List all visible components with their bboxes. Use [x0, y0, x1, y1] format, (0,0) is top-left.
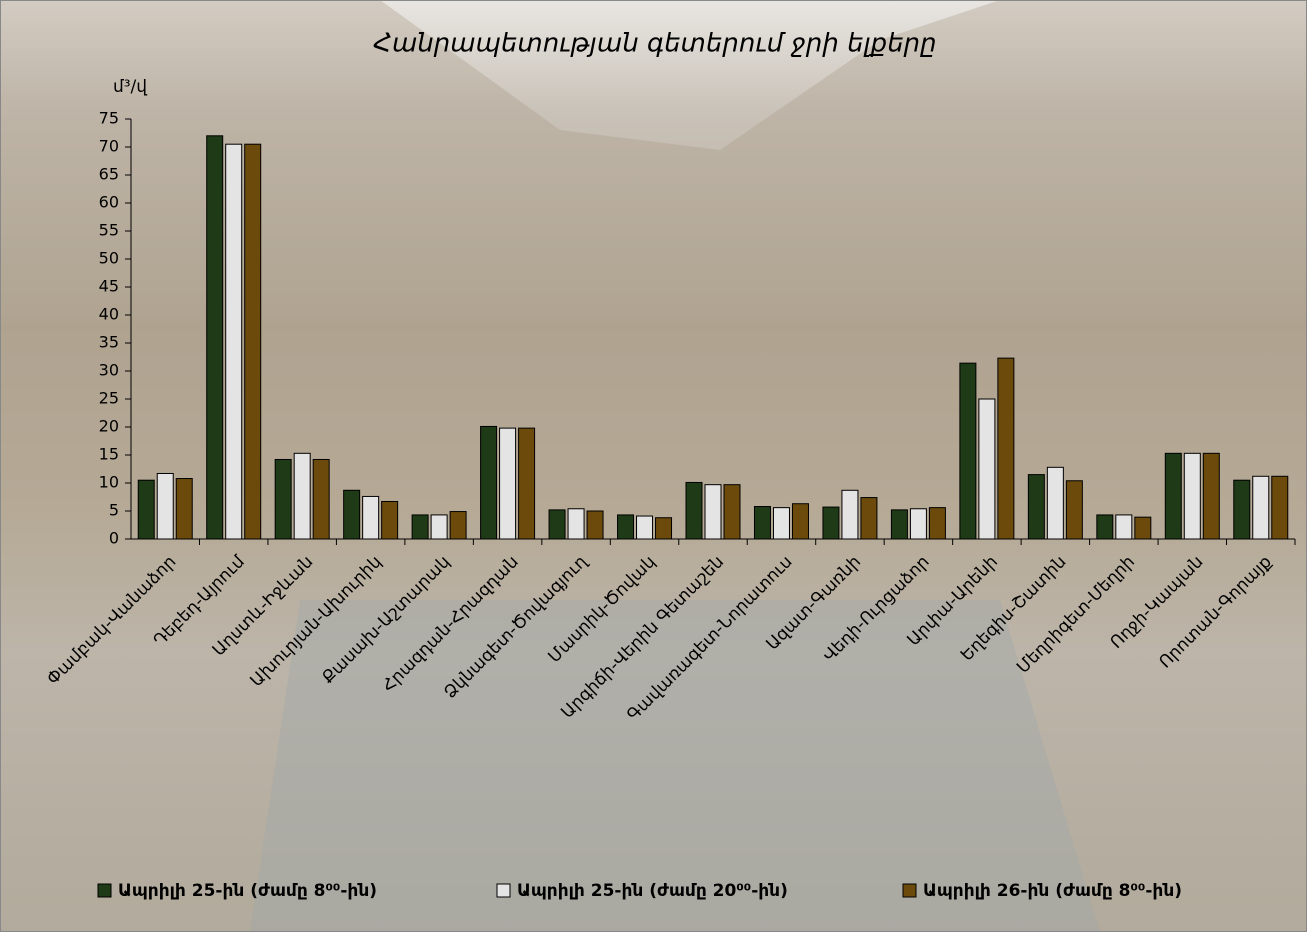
legend-swatch: [902, 883, 917, 898]
bar: [274, 458, 292, 540]
y-tick-label: 20: [99, 417, 119, 436]
bar: [1164, 452, 1182, 540]
legend-label: Ապրիլի 25-ին (ժամը 20⁰⁰-ին): [517, 881, 788, 901]
y-axis-label: մ³/վ: [113, 77, 147, 97]
bar: [480, 425, 498, 540]
bar: [636, 515, 654, 540]
bar: [156, 472, 174, 540]
bar: [909, 508, 927, 540]
bar: [1065, 480, 1083, 540]
bar: [244, 143, 262, 540]
y-tick-label: 45: [99, 277, 119, 296]
bar: [753, 506, 771, 540]
bar: [1252, 475, 1270, 540]
river: [250, 600, 1100, 932]
bar: [928, 507, 946, 540]
bar: [1202, 452, 1220, 540]
y-tick-label: 25: [99, 389, 119, 408]
bar: [1271, 475, 1289, 540]
y-tick-label: 40: [99, 305, 119, 324]
bar: [617, 514, 635, 540]
bar: [978, 398, 996, 540]
bar: [567, 508, 585, 540]
bar: [137, 479, 155, 540]
bar: [772, 507, 790, 540]
y-tick-label: 60: [99, 193, 119, 212]
legend-swatch: [496, 883, 511, 898]
bar: [206, 135, 224, 540]
bar: [704, 484, 722, 540]
y-tick-label: 10: [99, 473, 119, 492]
y-tick-label: 65: [99, 165, 119, 184]
legend-label: Ապրիլի 25-ին (ժամը 8⁰⁰-ին): [118, 881, 377, 901]
bar: [1046, 466, 1064, 540]
bar: [293, 452, 311, 540]
chart-title: Հանրապետության գետերում ջրի ելքերը: [373, 29, 936, 59]
bar: [586, 510, 604, 540]
y-tick-label: 55: [99, 221, 119, 240]
bar: [1183, 452, 1201, 540]
y-tick-label: 35: [99, 333, 119, 352]
bar: [841, 489, 859, 540]
bar: [449, 511, 467, 540]
legend-swatch: [97, 883, 112, 898]
bar: [655, 517, 673, 540]
y-tick-label: 50: [99, 249, 119, 268]
bar: [997, 357, 1015, 540]
y-tick-label: 30: [99, 361, 119, 380]
y-tick-label: 70: [99, 137, 119, 156]
bar: [1134, 516, 1152, 540]
legend-label: Ապրիլի 26-ին (ժամը 8⁰⁰-ին): [923, 881, 1182, 901]
bar: [1027, 474, 1045, 540]
bar: [1115, 514, 1133, 540]
bar: [860, 497, 878, 540]
y-tick-label: 75: [99, 109, 119, 128]
bar: [225, 143, 243, 540]
bar: [1233, 479, 1251, 540]
bar: [791, 503, 809, 540]
bar: [548, 509, 566, 540]
bar: [890, 509, 908, 540]
bar: [411, 514, 429, 540]
bar: [312, 458, 330, 540]
bar: [1096, 514, 1114, 540]
bar: [822, 506, 840, 540]
bar: [685, 481, 703, 540]
y-tick-label: 0: [109, 529, 119, 548]
bar: [430, 514, 448, 540]
bar: [175, 478, 193, 540]
bar: [362, 495, 380, 540]
bar: [343, 489, 361, 540]
bar: [499, 427, 517, 540]
bar: [518, 427, 536, 540]
bar: [723, 484, 741, 540]
y-tick-label: 15: [99, 445, 119, 464]
bar: [381, 500, 399, 540]
y-tick-label: 5: [109, 501, 119, 520]
bar: [959, 362, 977, 540]
